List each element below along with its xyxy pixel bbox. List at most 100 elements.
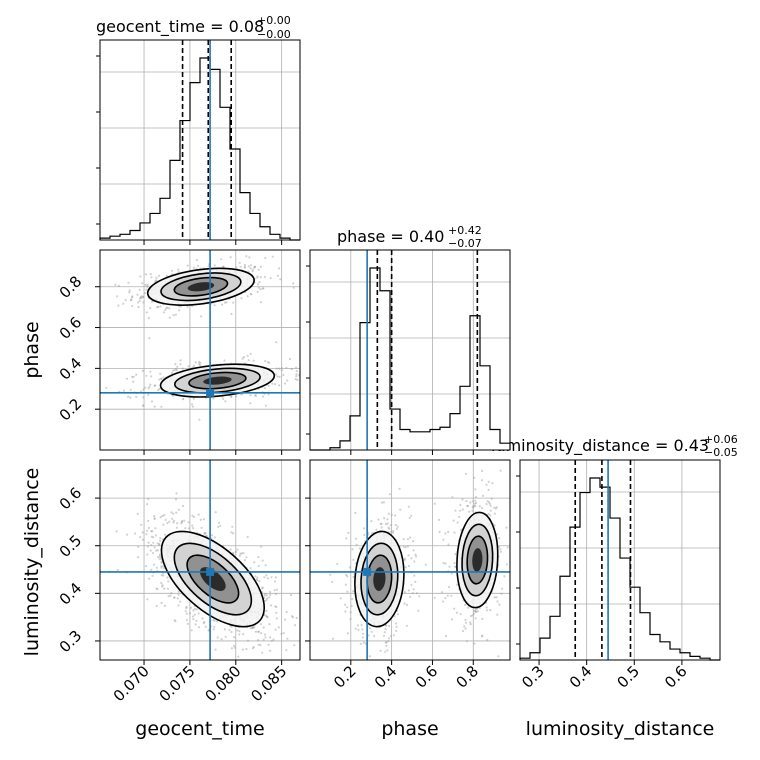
panel-phase-vs-luminosity-distance-point: [367, 634, 370, 637]
panel-geocent-time-vs-phase-point: [274, 373, 277, 376]
panel-geocent-time-vs-phase-point: [259, 276, 262, 279]
panel-geocent-time-vs-luminosity-distance-point: [242, 633, 245, 636]
panel-geocent-time-vs-luminosity-distance-point: [154, 527, 157, 530]
panel-geocent-time-vs-phase-point: [220, 258, 223, 261]
panel-geocent-time-vs-phase-point: [162, 311, 165, 314]
panel-geocent-time-vs-phase-point: [278, 367, 281, 370]
panel-phase-vs-luminosity-distance-point: [505, 563, 508, 566]
panel-phase-vs-luminosity-distance-point: [418, 595, 421, 598]
panel-geocent-time-vs-phase-point: [149, 370, 152, 373]
panel-geocent-time-vs-luminosity-distance-point: [262, 626, 265, 629]
panel-geocent-time-vs-luminosity-distance-point: [261, 587, 264, 590]
panel-geocent-time-vs-phase-point: [256, 283, 260, 286]
panel-geocent-time-vs-luminosity-distance-point: [282, 631, 285, 635]
panel-phase-vs-luminosity-distance-point: [464, 618, 467, 621]
panel-geocent-time-vs-phase-point: [268, 361, 271, 364]
panel-geocent-time-vs-luminosity-distance-point: [166, 576, 169, 579]
hist-luminosity-distance-bg: [520, 460, 720, 660]
panel-geocent-time-vs-luminosity-distance-point: [159, 516, 162, 519]
panel-geocent-time-vs-phase-point: [264, 360, 267, 363]
panel-geocent-time-vs-phase-point: [139, 297, 142, 300]
title-phase-sup: +0.42: [448, 224, 482, 237]
panel-geocent-time-vs-luminosity-distance-point: [200, 526, 203, 529]
panel-geocent-time-vs-luminosity-distance-point: [261, 586, 264, 589]
panel-phase-vs-luminosity-distance-point: [488, 502, 491, 505]
panel-geocent-time-vs-phase-point: [278, 384, 281, 387]
panel-phase-vs-luminosity-distance-point: [444, 597, 447, 600]
panel-phase-vs-luminosity-distance-point: [469, 623, 472, 626]
panel-phase-vs-luminosity-distance-point: [404, 546, 407, 549]
panel-geocent-time-vs-phase-point: [149, 273, 152, 276]
panel-geocent-time-vs-luminosity-distance-point: [192, 609, 195, 612]
panel-geocent-time-vs-luminosity-distance-point: [199, 518, 202, 521]
panel-phase-vs-luminosity-distance-point: [404, 566, 407, 569]
panel-geocent-time-vs-phase-point: [246, 295, 249, 298]
panel-geocent-time-vs-phase-point: [197, 264, 200, 267]
panel-phase-vs-luminosity-distance-point: [481, 617, 484, 621]
panel-phase-vs-luminosity-distance-point: [489, 504, 492, 507]
panel-phase-vs-luminosity-distance-point: [356, 624, 359, 627]
panel-geocent-time-vs-luminosity-distance-point: [160, 560, 163, 563]
panel-geocent-time-vs-phase-point: [129, 396, 132, 399]
panel-geocent-time-vs-luminosity-distance-point: [166, 587, 169, 590]
panel-geocent-time-vs-phase-point: [256, 290, 259, 293]
panel-phase-vs-luminosity-distance-point: [473, 642, 476, 645]
panel-phase-vs-luminosity-distance-point: [485, 606, 488, 609]
panel-geocent-time-vs-luminosity-distance-point: [145, 533, 148, 536]
panel-geocent-time-vs-phase-point: [254, 265, 257, 268]
panel-geocent-time-vs-phase-point: [182, 397, 185, 400]
panel-geocent-time-vs-phase-point: [230, 396, 233, 399]
panel-phase-vs-luminosity-distance-point: [474, 501, 478, 505]
panel-geocent-time-vs-luminosity-distance-point: [265, 574, 268, 577]
panel-geocent-time-vs-luminosity-distance-point: [184, 527, 187, 530]
panel-geocent-time-vs-phase-point: [141, 295, 145, 298]
panel-geocent-time-vs-phase-point: [125, 377, 128, 380]
panel-geocent-time-vs-luminosity-distance-point: [186, 622, 189, 626]
panel-geocent-time-vs-luminosity-distance-point: [274, 593, 278, 596]
panel-geocent-time-vs-phase-point: [257, 286, 260, 289]
panel-geocent-time-vs-luminosity-distance-point: [259, 632, 263, 635]
panel-geocent-time-vs-luminosity-distance-point: [170, 511, 173, 514]
panel-geocent-time-vs-phase-point: [258, 281, 261, 284]
panel-geocent-time-vs-luminosity-distance-point: [137, 545, 140, 548]
panel-geocent-time-vs-phase-point: [290, 368, 293, 371]
panel-geocent-time-vs-luminosity-distance-point: [265, 598, 268, 602]
panel-phase-vs-luminosity-distance-point: [456, 521, 459, 524]
panel-geocent-time-vs-phase-frame: [99, 249, 301, 451]
panel-geocent-time-vs-phase-point: [191, 405, 194, 408]
panel-phase-vs-luminosity-distance-point: [468, 510, 471, 513]
panel-phase-vs-luminosity-distance-point: [354, 511, 357, 514]
panel-phase-vs-luminosity-distance-point: [491, 482, 494, 485]
panel-geocent-time-vs-luminosity-distance-point: [274, 605, 277, 608]
panel-geocent-time-vs-luminosity-distance-point: [264, 614, 267, 617]
panel-phase-vs-luminosity-distance-point: [481, 479, 484, 482]
panel-phase-vs-luminosity-distance-point: [459, 612, 462, 616]
panel-phase-vs-luminosity-distance-point: [387, 640, 390, 643]
panel-geocent-time-vs-phase-point: [288, 357, 292, 361]
panel-phase-vs-luminosity-distance-point: [474, 488, 477, 491]
panel-phase-vs-luminosity-distance-point: [474, 499, 477, 502]
panel-geocent-time-vs-luminosity-distance-point: [212, 618, 215, 621]
panel-geocent-time-vs-luminosity-distance-point: [228, 628, 231, 632]
panel-geocent-time-vs-luminosity-distance-point: [159, 539, 162, 543]
panel-phase-vs-luminosity-distance-point: [489, 509, 492, 512]
panel-geocent-time-vs-luminosity-distance-point: [153, 515, 156, 518]
panel-geocent-time-vs-phase-point: [150, 276, 153, 279]
panel-geocent-time-vs-luminosity-distance-ytick-label-2: 0.5: [56, 531, 86, 561]
panel-phase-vs-luminosity-distance-point: [352, 590, 355, 593]
panel-phase-vs-luminosity-distance-point: [386, 522, 389, 525]
panel-geocent-time-vs-luminosity-distance-point: [137, 556, 140, 559]
panel-geocent-time-vs-phase-point: [225, 301, 228, 304]
panel-geocent-time-vs-phase-point: [261, 287, 264, 290]
panel-geocent-time-vs-phase-point: [172, 314, 175, 317]
panel-geocent-time-vs-phase-point: [213, 264, 216, 267]
panel-geocent-time-vs-phase-point: [294, 366, 298, 369]
hist-phase-step: [310, 267, 511, 451]
panel-geocent-time-vs-phase-point: [129, 299, 132, 302]
panel-phase-vs-luminosity-distance-point: [358, 547, 361, 550]
panel-phase-vs-luminosity-distance-point: [467, 505, 470, 508]
panel-geocent-time-vs-phase-point: [150, 375, 153, 378]
panel-geocent-time-vs-phase-point: [147, 387, 150, 390]
panel-geocent-time-vs-luminosity-distance-point: [201, 617, 204, 620]
panel-phase-vs-luminosity-distance-point: [387, 624, 391, 628]
